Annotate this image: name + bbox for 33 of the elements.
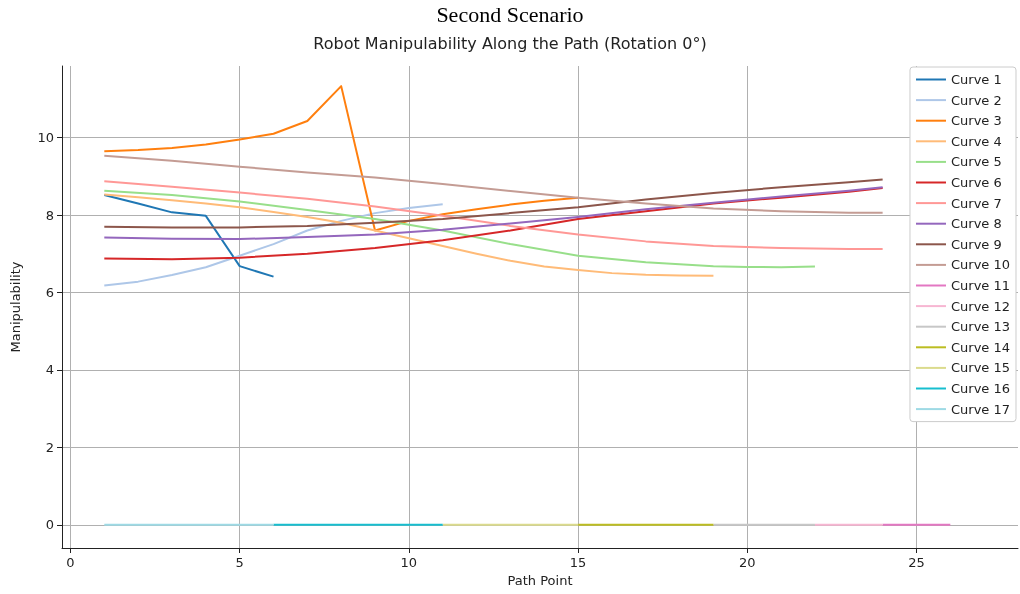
legend-label: Curve 15 <box>950 360 1010 376</box>
chart-title: Second Scenario <box>435 2 585 28</box>
y-tick-label: 10 <box>37 130 54 146</box>
legend-label: Curve 3 <box>950 113 1002 129</box>
x-axis-title: Path Point <box>507 572 573 588</box>
y-tick-label: 2 <box>45 439 54 455</box>
legend-label: Curve 1 <box>950 72 1002 87</box>
x-tick-label: 15 <box>569 555 587 570</box>
x-tick-label: 25 <box>908 555 925 570</box>
legend-label: Curve 4 <box>950 133 1002 149</box>
legend-label: Curve 13 <box>950 319 1010 335</box>
x-tick-label: 10 <box>400 555 418 570</box>
legend-label: Curve 17 <box>950 401 1010 417</box>
legend-label: Curve 12 <box>950 298 1010 314</box>
y-tick-label: 0 <box>45 517 54 533</box>
legend-label: Curve 16 <box>950 381 1010 396</box>
legend-label: Curve 9 <box>950 236 1002 252</box>
legend-label: Curve 8 <box>950 216 1002 232</box>
chart-subtitle: Robot Manipulability Along the Path (Rotation 0°) <box>313 33 707 53</box>
x-tick-label: 0 <box>66 555 75 570</box>
y-tick-label: 8 <box>45 207 54 223</box>
y-tick-label: 6 <box>45 284 54 300</box>
y-tick-label: 4 <box>45 362 54 378</box>
y-axis-title: Manipulability <box>8 261 23 353</box>
legend-label: Curve 6 <box>950 175 1002 190</box>
legend-label: Curve 2 <box>950 92 1002 108</box>
legend-label: Curve 11 <box>950 278 1010 293</box>
legend-label: Curve 7 <box>950 195 1002 211</box>
legend-label: Curve 14 <box>950 339 1010 355</box>
x-tick-label: 20 <box>739 555 756 570</box>
legend-label: Curve 10 <box>950 257 1010 273</box>
x-tick-label: 5 <box>235 555 244 570</box>
legend-label: Curve 5 <box>950 154 1002 170</box>
